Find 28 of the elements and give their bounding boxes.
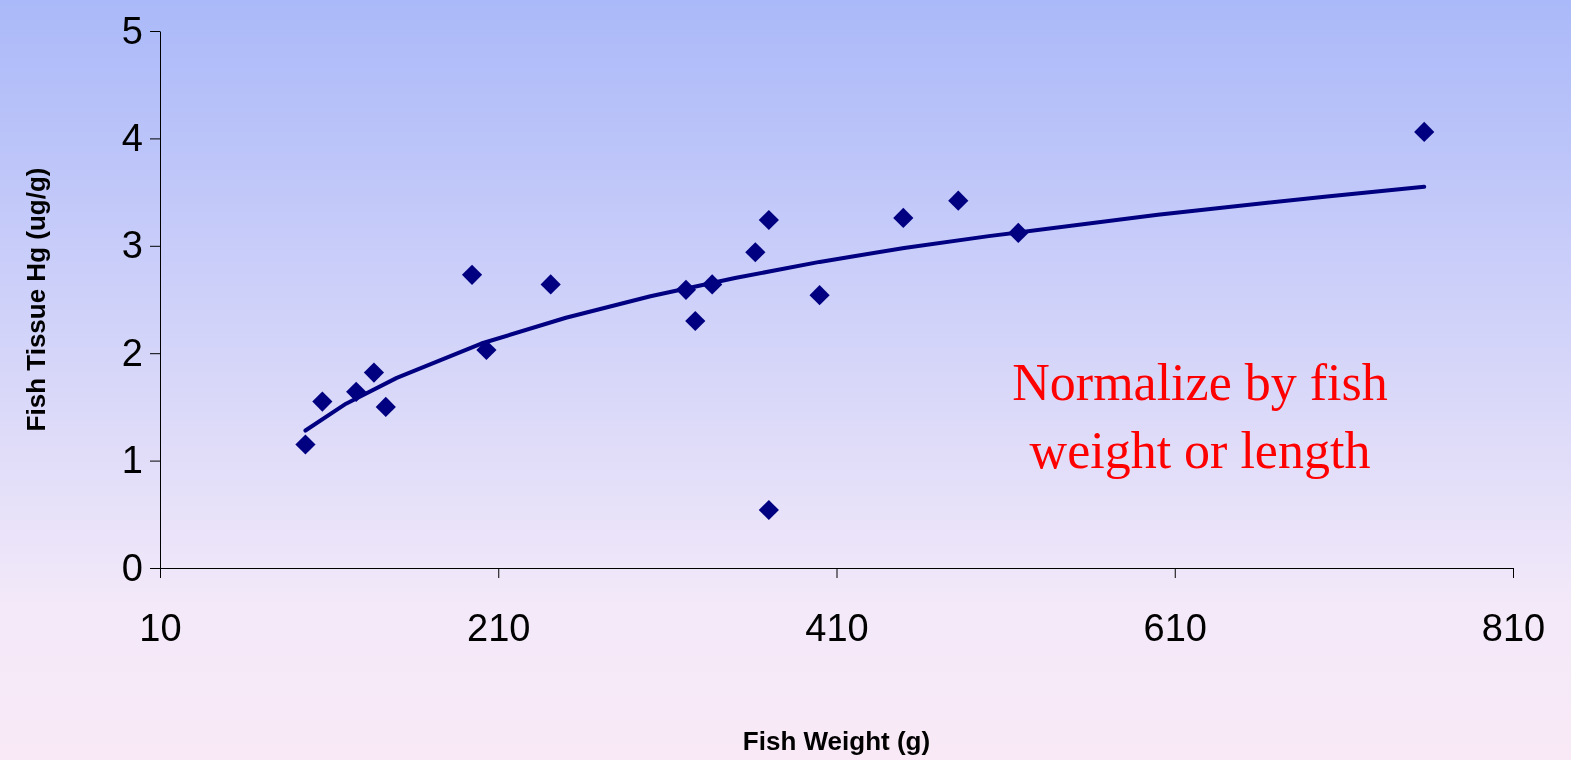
x-axis-title: Fish Weight (g) — [742, 726, 931, 756]
point — [295, 434, 316, 455]
x-tick-label: 10 — [139, 607, 182, 649]
y-axis-title: Fish Tissue Hg (ug/g) — [21, 167, 51, 432]
x-tick-label: 610 — [1143, 607, 1207, 649]
point — [540, 274, 561, 295]
point — [375, 396, 396, 417]
y-tick-label: 2 — [121, 331, 143, 374]
x-tick-label: 210 — [467, 607, 531, 649]
y-tick-label: 4 — [121, 117, 143, 160]
y-tick-label: 0 — [121, 546, 143, 589]
point — [745, 242, 766, 263]
point — [893, 207, 914, 228]
y-tick-label: 5 — [121, 9, 143, 52]
annotation: Normalize by fish weight or length — [1012, 354, 1388, 479]
point — [312, 391, 333, 412]
point — [685, 310, 706, 332]
y-tick-label: 3 — [121, 224, 143, 267]
point — [758, 499, 779, 521]
point — [809, 285, 830, 306]
point — [758, 209, 779, 231]
y-tick-label: 1 — [121, 439, 143, 482]
x-tick-label: 810 — [1481, 607, 1546, 649]
point — [1414, 121, 1435, 143]
point — [363, 362, 385, 383]
point — [461, 264, 483, 285]
x-tick-label: 410 — [805, 607, 869, 649]
point — [948, 190, 969, 211]
